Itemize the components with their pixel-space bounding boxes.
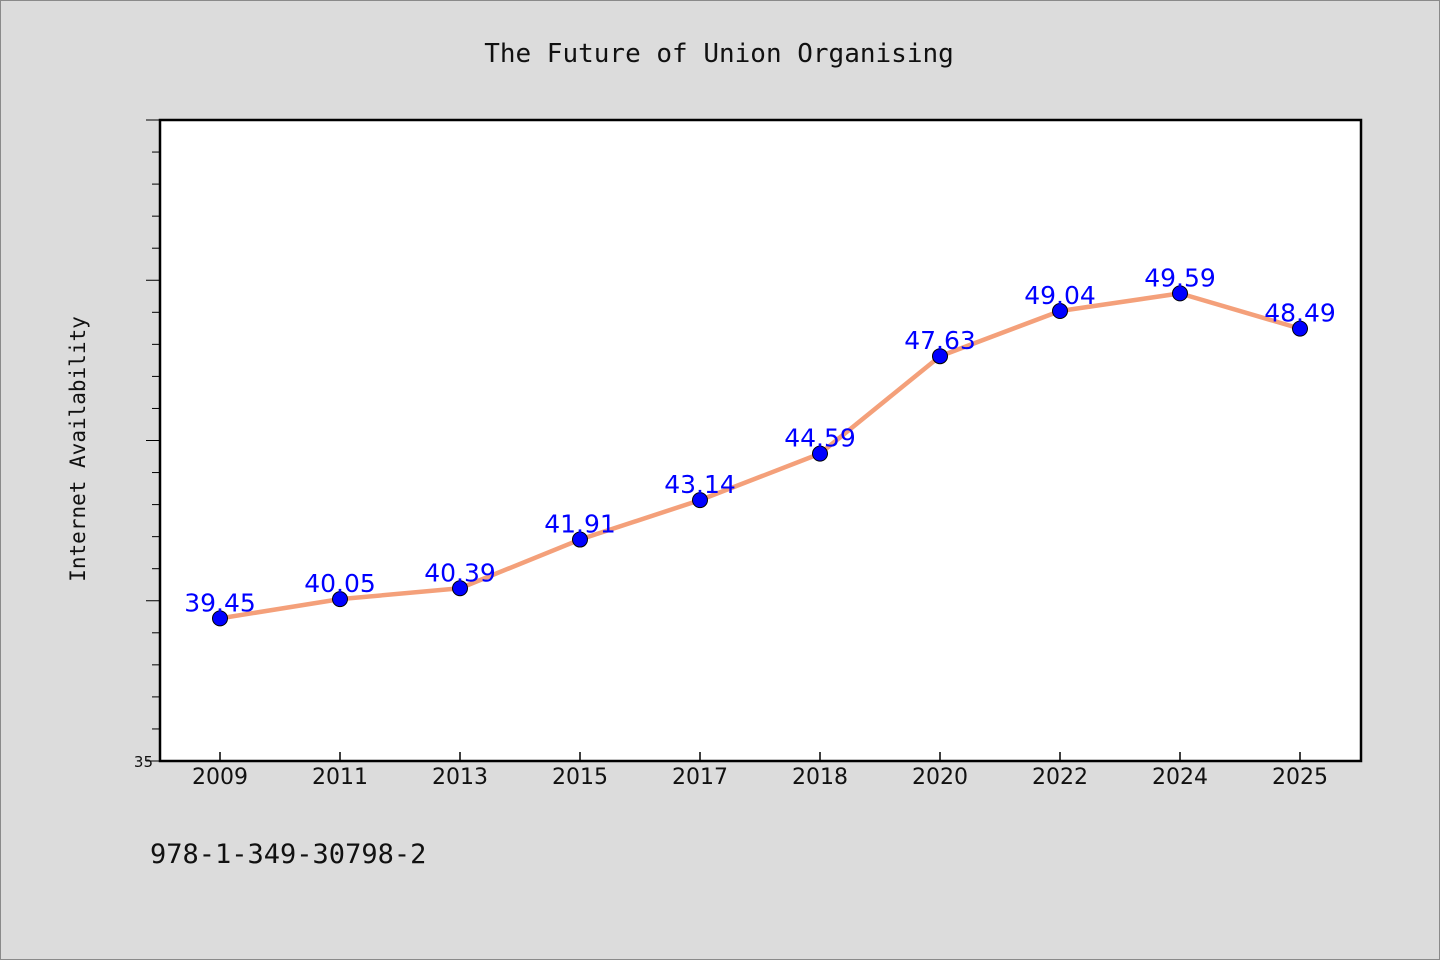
data-label: 48.49 bbox=[1264, 299, 1336, 328]
x-tick-label: 2022 bbox=[1032, 765, 1088, 790]
data-point bbox=[332, 591, 348, 608]
data-point bbox=[452, 580, 468, 597]
data-point bbox=[1292, 320, 1308, 337]
data-point bbox=[572, 531, 588, 548]
y-tick-label: 35 bbox=[134, 753, 153, 771]
x-tick-label: 2020 bbox=[912, 765, 968, 790]
series-line bbox=[219, 291, 1301, 621]
x-tick-label: 2017 bbox=[672, 765, 728, 790]
data-point bbox=[932, 348, 948, 365]
data-label: 40.05 bbox=[304, 569, 376, 598]
x-tick-label: 2009 bbox=[192, 765, 248, 790]
data-label: 49.59 bbox=[1144, 263, 1216, 292]
x-tick-label: 2013 bbox=[432, 765, 488, 790]
x-tick-label: 2025 bbox=[1272, 765, 1328, 790]
data-label: 44.59 bbox=[784, 424, 856, 453]
y-axis-ticks: 35 bbox=[134, 119, 160, 771]
data-label: 41.91 bbox=[544, 510, 616, 539]
data-label: 43.14 bbox=[664, 470, 736, 499]
data-label: 40.39 bbox=[424, 558, 496, 587]
plot-area bbox=[158, 118, 1363, 763]
data-point bbox=[212, 610, 228, 627]
footer-isbn: 978-1-349-30798-2 bbox=[150, 839, 426, 870]
y-axis-label: Internet Availability bbox=[66, 316, 90, 582]
x-axis-ticks: 2009 2011 2013 2015 2017 2018 2020 2022 2024 2025 bbox=[192, 752, 1328, 790]
x-tick-label: 2015 bbox=[552, 765, 608, 790]
x-tick-label: 2024 bbox=[1152, 765, 1208, 790]
data-point bbox=[1052, 303, 1068, 320]
data-label: 47.63 bbox=[904, 326, 976, 355]
x-tick-label: 2011 bbox=[312, 765, 368, 790]
data-point bbox=[1172, 285, 1188, 302]
data-point bbox=[812, 445, 828, 462]
data-point bbox=[692, 492, 708, 509]
x-tick-label: 2018 bbox=[792, 765, 848, 790]
chart-title: The Future of Union Organising bbox=[484, 39, 954, 69]
data-markers bbox=[212, 285, 1308, 627]
data-labels: 39.45 40.05 40.39 41.91 43.14 44.59 47.63 49.04… bbox=[184, 263, 1336, 617]
data-label: 49.04 bbox=[1024, 281, 1096, 310]
data-label: 39.45 bbox=[184, 588, 256, 617]
